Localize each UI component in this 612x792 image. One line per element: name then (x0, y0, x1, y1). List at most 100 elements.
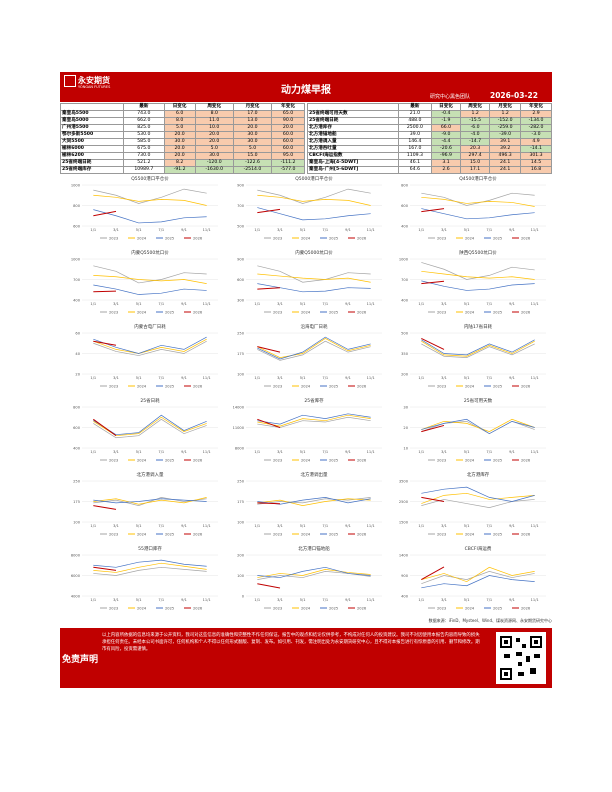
x-tick-label: 5/1 (464, 376, 470, 380)
y-tick-label: 100 (73, 520, 81, 524)
x-tick-label: 9/1 (181, 376, 187, 380)
y-tick-label: 350 (401, 352, 409, 356)
x-tick-label: 3/1 (441, 376, 447, 380)
legend-label: 2024 (465, 458, 475, 462)
x-tick-label: 9/1 (181, 598, 187, 602)
cell: 15.0 (460, 159, 491, 167)
chart: 沿海电厂日耗 100 175 250 1/1 3/1 5/1 7/1 9/1 11/1 2023 20… (237, 323, 382, 388)
table-row: 北方港锚地船 39.0 -9.0 -4.0 -39.0 -3.0 (307, 131, 552, 139)
x-tick-label: 11/1 (203, 228, 211, 232)
cell: -14.1 (520, 145, 552, 153)
cell: 5.0 (163, 124, 196, 132)
table-row: 北方港调入量 146.4 -4.4 -14.7 39.1 4.9 (307, 138, 552, 146)
series-line (93, 275, 207, 284)
y-tick-label: 20 (403, 426, 408, 430)
x-tick-label: 1/1 (418, 228, 424, 232)
cell: 2500.0 (397, 124, 432, 132)
series-line (257, 265, 371, 283)
cell: 4.9 (520, 138, 552, 146)
y-tick-label: 2500 (399, 500, 409, 504)
y-tick-label: 0 (242, 594, 245, 598)
x-tick-label: 5/1 (136, 302, 142, 306)
legend-label: 2026 (357, 458, 367, 462)
table-row: CBCFI海运指数 1109.3 -96.9 297.4 496.3 301.3 (307, 152, 552, 160)
series-line (421, 340, 535, 357)
x-tick-label: 3/1 (277, 450, 283, 454)
x-tick-label: 11/1 (367, 598, 375, 602)
legend-label: 2024 (465, 384, 475, 388)
chart-title: 北方港调出量 (301, 471, 328, 478)
chart-title: 25省库存 (304, 397, 324, 404)
cell: -6.0 (460, 124, 491, 132)
column-header: 年变化 (520, 103, 552, 111)
x-tick-label: 11/1 (531, 302, 539, 306)
y-tick-label: 3500 (399, 479, 409, 483)
x-tick-label: 9/1 (509, 450, 515, 454)
x-tick-label: 7/1 (322, 524, 328, 528)
y-tick-label: 250 (237, 479, 245, 483)
legend-label: 2023 (437, 606, 446, 610)
cell: -91.2 (163, 166, 196, 174)
x-tick-label: 7/1 (486, 524, 492, 528)
series-line (421, 208, 535, 220)
cell: 16.8 (520, 166, 552, 174)
cell: 21.0 (397, 110, 432, 118)
row-label: 秦皇岛-上海[4-5DWT] (307, 159, 399, 167)
series-line (421, 339, 535, 356)
cell: 20.0 (194, 138, 234, 146)
y-tick-label: 300 (237, 298, 245, 302)
legend-label: 2026 (193, 236, 203, 240)
cell: -9.0 (430, 131, 462, 139)
cell: -282.0 (520, 124, 552, 132)
legend-label: 2023 (273, 606, 282, 610)
legend-label: 2024 (465, 310, 475, 314)
cell: -3.0 (520, 131, 552, 139)
legend-label: 2025 (329, 236, 338, 240)
y-tick-label: 400 (73, 298, 81, 302)
series-line (421, 418, 535, 435)
x-tick-label: 1/1 (254, 524, 260, 528)
cell: 2.6 (430, 166, 462, 174)
row-label: 北方港调入量 (307, 138, 399, 146)
y-tick-label: 500 (401, 331, 409, 335)
table-row: 北方港库存 2500.0 66.0 -6.0 -259.0 -282.0 (307, 124, 552, 132)
x-tick-label: 7/1 (158, 524, 164, 528)
team: 研究中心黑色团队 (430, 94, 471, 100)
legend-label: 2025 (493, 310, 502, 314)
x-tick-label: 7/1 (158, 228, 164, 232)
cell: 2.9 (520, 110, 552, 118)
x-tick-label: 1/1 (90, 598, 96, 602)
x-tick-label: 9/1 (181, 228, 187, 232)
y-tick-label: 10 (403, 446, 408, 450)
cell: -577.0 (271, 166, 305, 174)
x-tick-label: 3/1 (113, 228, 119, 232)
series-line (93, 497, 207, 506)
legend-label: 2025 (493, 458, 502, 462)
legend-label: 2023 (109, 606, 118, 610)
y-tick-label: 100 (237, 372, 245, 376)
y-tick-label: 100 (237, 520, 245, 524)
legend-label: 2024 (137, 310, 147, 314)
x-tick-label: 1/1 (418, 450, 424, 454)
y-tick-label: 30 (403, 405, 408, 409)
x-tick-label: 11/1 (531, 598, 539, 602)
x-tick-label: 9/1 (181, 302, 187, 306)
y-tick-label: 600 (73, 426, 81, 430)
cell: 530.0 (123, 131, 165, 139)
cell: 10.0 (194, 124, 234, 132)
y-tick-label: 60 (75, 331, 80, 335)
row-label: CBCFI海运指数 (307, 152, 399, 160)
series-line (93, 562, 207, 573)
column-header: 周变化 (194, 103, 234, 111)
series-line (421, 566, 535, 583)
legend-label: 2025 (329, 606, 338, 610)
date: 2026-03-22 (490, 91, 538, 100)
legend-label: 2026 (521, 532, 531, 536)
legend-label: 2023 (437, 384, 446, 388)
x-tick-label: 7/1 (322, 598, 328, 602)
cell: -1.9 (430, 117, 462, 125)
y-tick-label: 600 (73, 224, 81, 228)
y-tick-label: 900 (401, 574, 409, 578)
